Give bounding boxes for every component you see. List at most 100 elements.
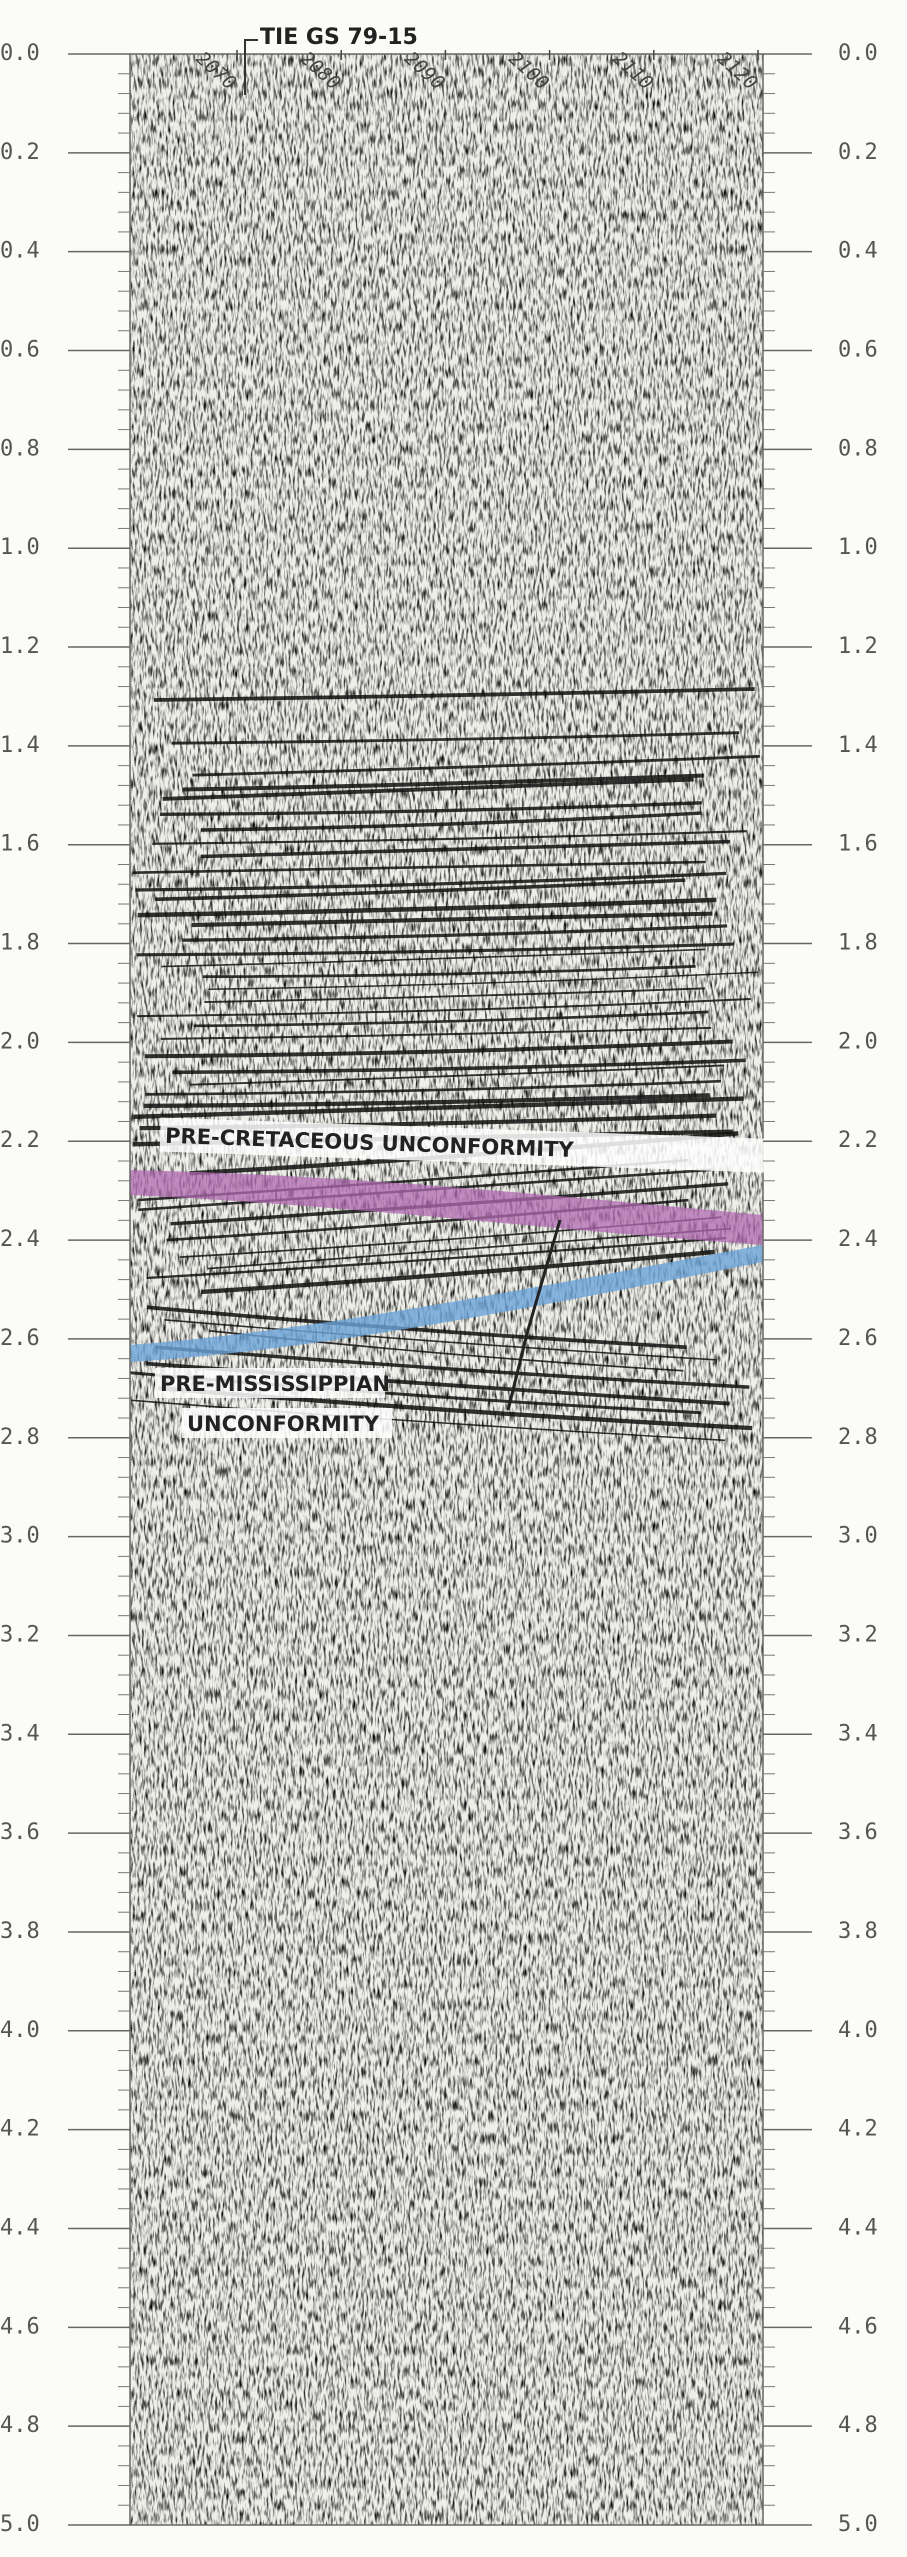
reflector xyxy=(152,830,747,845)
time-label-right: 2.4 xyxy=(838,1227,878,1252)
section-frame xyxy=(129,53,764,2526)
time-label-right: 1.4 xyxy=(838,733,878,758)
time-label-right: 2.0 xyxy=(838,1029,878,1054)
reflector xyxy=(145,1079,722,1096)
time-label-right: 3.4 xyxy=(838,1721,878,1746)
time-label-right: 2.8 xyxy=(838,1425,878,1450)
time-label: 2.4 xyxy=(0,1227,40,1252)
time-label: 2.8 xyxy=(0,1425,40,1450)
reflector xyxy=(162,777,694,801)
annotation: PRE-MISSISSIPPIAN xyxy=(160,1372,390,1396)
reflector xyxy=(160,1026,712,1040)
time-label-right: 4.4 xyxy=(838,2215,878,2240)
time-label: 5.0 xyxy=(0,2512,40,2537)
time-label: 0.4 xyxy=(0,239,40,264)
time-label: 1.6 xyxy=(0,832,40,857)
time-label: 3.4 xyxy=(0,1721,40,1746)
reflector xyxy=(133,1096,744,1120)
time-label-right: 0.4 xyxy=(838,239,878,264)
time-label-right: 3.8 xyxy=(838,1919,878,1944)
reflector xyxy=(208,971,758,990)
reflector xyxy=(137,897,717,918)
label-backdrop xyxy=(159,1117,766,1173)
reflector xyxy=(171,731,740,745)
time-label-right: 2.6 xyxy=(838,1326,878,1351)
reflector xyxy=(164,1319,716,1361)
time-label-right: 5.0 xyxy=(838,2512,878,2537)
reflector xyxy=(182,773,705,792)
time-label-right: 1.6 xyxy=(838,832,878,857)
time-label: 2.0 xyxy=(0,1029,40,1054)
time-label: 0.0 xyxy=(0,41,40,66)
reflector xyxy=(159,801,702,816)
time-label: 1.8 xyxy=(0,931,40,956)
label-backdrop xyxy=(155,1368,385,1398)
time-label: 0.2 xyxy=(0,140,40,165)
reflector xyxy=(193,1010,709,1028)
reflector xyxy=(136,942,734,957)
time-label: 1.0 xyxy=(0,535,40,560)
time-label: 3.8 xyxy=(0,1919,40,1944)
time-label-right: 3.0 xyxy=(838,1524,878,1549)
reflector xyxy=(203,964,696,979)
time-label: 3.0 xyxy=(0,1524,40,1549)
reflector xyxy=(154,878,686,902)
time-label-right: 4.2 xyxy=(838,2117,878,2142)
reflector xyxy=(132,860,706,874)
reflector xyxy=(204,987,705,1004)
time-label: 4.4 xyxy=(0,2215,40,2240)
time-label-right: 4.0 xyxy=(838,2018,878,2043)
reflector xyxy=(200,811,702,832)
time-label: 0.8 xyxy=(0,436,40,461)
time-label-right: 0.0 xyxy=(838,41,878,66)
time-label-right: 4.6 xyxy=(838,2314,878,2339)
time-label-right: 2.2 xyxy=(838,1128,878,1153)
time-label: 4.2 xyxy=(0,2117,40,2142)
time-label-right: 0.2 xyxy=(838,140,878,165)
reflector xyxy=(146,1236,727,1280)
time-label-right: 1.0 xyxy=(838,535,878,560)
annotation: UNCONFORMITY xyxy=(187,1412,380,1436)
reflector xyxy=(182,924,728,942)
reflector xyxy=(153,687,755,702)
reflector xyxy=(131,1399,726,1442)
reflector xyxy=(144,1093,710,1109)
reflector xyxy=(144,1039,733,1059)
label-backdrop xyxy=(182,1408,392,1438)
time-label: 2.6 xyxy=(0,1326,40,1351)
reflector xyxy=(161,948,706,968)
tie-label: TIE GS 79-15 xyxy=(260,25,418,50)
time-label-right: 3.2 xyxy=(838,1622,878,1647)
reflector xyxy=(146,1305,687,1350)
reflector xyxy=(192,754,760,777)
time-label: 4.6 xyxy=(0,2314,40,2339)
time-label: 2.2 xyxy=(0,1128,40,1153)
time-label-right: 3.6 xyxy=(838,1820,878,1845)
time-label: 4.0 xyxy=(0,2018,40,2043)
time-label: 4.8 xyxy=(0,2413,40,2438)
reflector xyxy=(137,998,751,1018)
pink-horizon xyxy=(130,1170,763,1245)
time-label: 3.2 xyxy=(0,1622,40,1647)
reflector xyxy=(191,911,713,928)
tie-bracket xyxy=(244,39,258,95)
reflector xyxy=(201,1249,715,1295)
time-label-right: 4.8 xyxy=(838,2413,878,2438)
reflector xyxy=(190,1064,725,1086)
fault xyxy=(506,1219,562,1411)
time-label: 3.6 xyxy=(0,1820,40,1845)
reflector xyxy=(200,839,731,859)
reflector xyxy=(172,1058,746,1075)
blue-horizon xyxy=(130,1245,763,1362)
time-label: 0.6 xyxy=(0,338,40,363)
time-label-right: 0.6 xyxy=(838,338,878,363)
reflector xyxy=(154,1345,750,1389)
time-label: 1.4 xyxy=(0,733,40,758)
reflector xyxy=(135,871,727,892)
time-label-right: 0.8 xyxy=(838,436,878,461)
time-label-right: 1.8 xyxy=(838,931,878,956)
time-label: 1.2 xyxy=(0,634,40,659)
time-label-right: 1.2 xyxy=(838,634,878,659)
